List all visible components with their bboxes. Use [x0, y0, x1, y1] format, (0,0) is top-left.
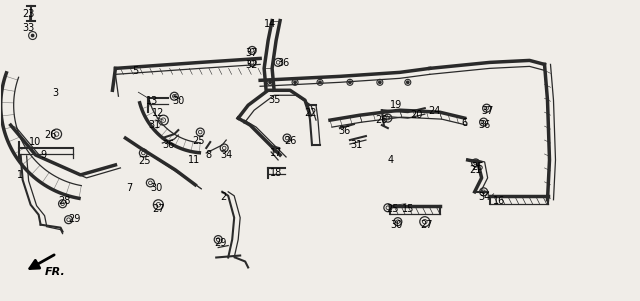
Circle shape [379, 81, 381, 83]
Text: 34: 34 [479, 192, 491, 202]
Text: 30: 30 [150, 183, 163, 193]
Text: 17: 17 [270, 148, 282, 158]
Text: 36: 36 [163, 140, 175, 150]
Text: 3: 3 [52, 88, 59, 98]
Text: 32: 32 [245, 61, 257, 70]
Text: 37: 37 [245, 48, 257, 58]
Text: 1: 1 [17, 170, 23, 180]
Text: 36: 36 [479, 120, 491, 130]
Text: 18: 18 [270, 168, 282, 178]
Text: 6: 6 [461, 118, 468, 128]
Text: 8: 8 [205, 150, 211, 160]
Text: 21: 21 [470, 165, 482, 175]
Text: 31: 31 [350, 140, 362, 150]
Text: 20: 20 [410, 110, 422, 120]
Text: 2: 2 [220, 192, 227, 202]
Circle shape [406, 81, 409, 83]
Text: 33: 33 [22, 23, 35, 33]
Text: 26: 26 [375, 115, 387, 125]
Text: 36: 36 [338, 126, 350, 136]
Text: 5: 5 [132, 67, 139, 76]
Text: 29: 29 [68, 214, 81, 224]
Text: 10: 10 [29, 137, 41, 147]
Text: FR.: FR. [45, 268, 65, 278]
Text: 30: 30 [390, 220, 402, 230]
Circle shape [319, 81, 321, 83]
Text: 25: 25 [472, 162, 484, 172]
Text: 34: 34 [220, 150, 232, 160]
Text: 29: 29 [214, 237, 227, 248]
Text: 28: 28 [59, 196, 71, 206]
Text: 15: 15 [402, 204, 414, 214]
Text: 25: 25 [192, 136, 205, 146]
Text: 7: 7 [127, 183, 132, 193]
Text: 9: 9 [40, 150, 47, 160]
Text: 30: 30 [172, 96, 184, 106]
Circle shape [31, 34, 34, 37]
Text: 19: 19 [390, 100, 402, 110]
Text: 22: 22 [304, 108, 317, 118]
Circle shape [269, 81, 271, 83]
Text: 27: 27 [152, 204, 165, 214]
Text: 16: 16 [493, 196, 505, 206]
Text: 27: 27 [420, 220, 432, 230]
Text: 4: 4 [388, 155, 394, 165]
Text: 11: 11 [188, 155, 200, 165]
Circle shape [294, 81, 296, 83]
Text: 36: 36 [277, 58, 289, 68]
Text: 12: 12 [152, 108, 164, 118]
Text: 31: 31 [148, 120, 161, 130]
Text: 35: 35 [268, 95, 280, 105]
Circle shape [349, 81, 351, 83]
Text: 24: 24 [428, 106, 440, 116]
Text: 23: 23 [22, 9, 35, 19]
Text: 25: 25 [386, 204, 398, 214]
Text: 37: 37 [482, 106, 494, 116]
Text: 14: 14 [264, 19, 276, 29]
Text: 26: 26 [284, 136, 296, 146]
Text: 26: 26 [45, 130, 57, 140]
Text: 25: 25 [138, 156, 151, 166]
Text: 13: 13 [147, 96, 159, 106]
